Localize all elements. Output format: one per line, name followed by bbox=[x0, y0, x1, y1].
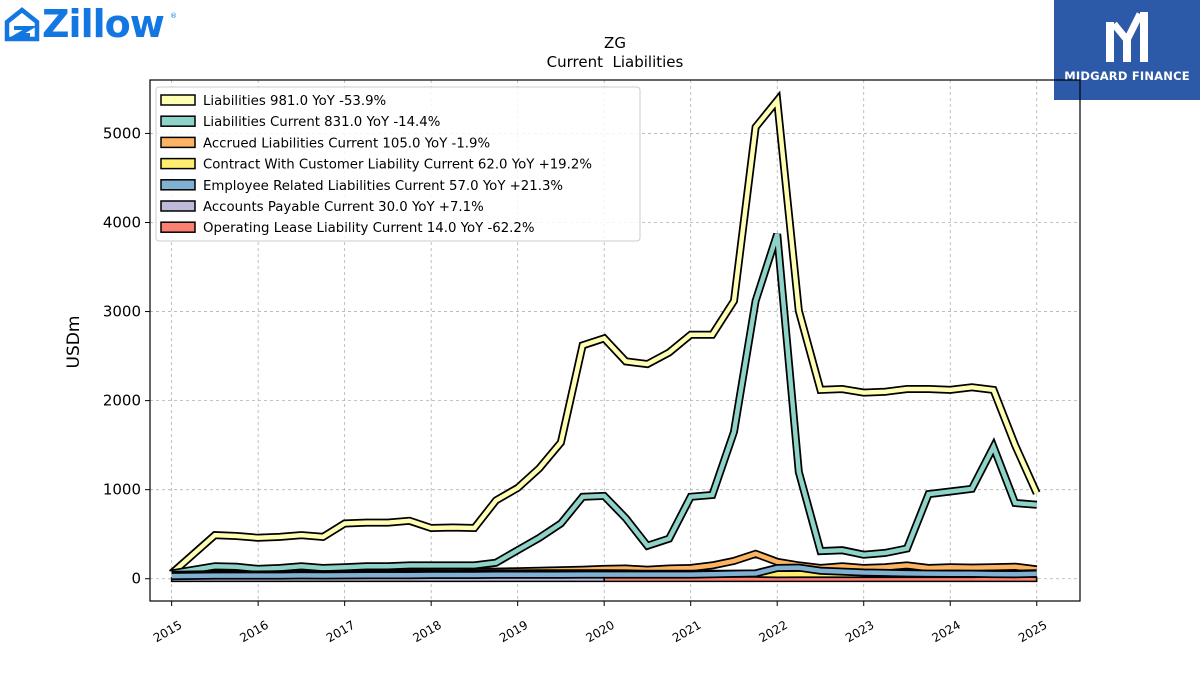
plot-frame bbox=[149, 79, 1081, 602]
midgard-finance-badge: MIDGARD FINANCE bbox=[1054, 0, 1200, 100]
y-tick-label-3: 3000 bbox=[103, 303, 141, 321]
y-axis-label: USDm bbox=[64, 316, 84, 369]
y-tick-label-1: 1000 bbox=[103, 481, 141, 499]
x-tick-label-5: 2020 bbox=[583, 618, 616, 645]
legend-swatch-3 bbox=[160, 157, 196, 170]
x-tick-label-3: 2018 bbox=[410, 618, 443, 645]
legend-label-4: Employee Related Liabilities Current 57.… bbox=[203, 179, 563, 194]
series-line-1 bbox=[171, 233, 1037, 576]
chart-subtitle: Current Liabilities bbox=[547, 53, 684, 71]
series-line-0 bbox=[170, 94, 1039, 576]
series-line-4 bbox=[171, 565, 1037, 579]
x-tick-label-4: 2019 bbox=[497, 618, 530, 645]
legend-label-3: Contract With Customer Liability Current… bbox=[203, 158, 592, 173]
legend-swatch-0 bbox=[160, 94, 196, 106]
series-0 bbox=[168, 90, 1041, 577]
legend-label-6: Operating Lease Liability Current 14.0 Y… bbox=[203, 221, 535, 236]
x-tick-label-1: 2016 bbox=[237, 618, 270, 645]
registered-mark: ® bbox=[170, 12, 177, 20]
x-tick-label-6: 2021 bbox=[670, 618, 703, 645]
y-tick-label-5: 5000 bbox=[103, 124, 141, 142]
x-tick-label-7: 2022 bbox=[756, 618, 789, 645]
legend-label-1: Liabilities Current 831.0 YoY -14.4% bbox=[203, 115, 440, 130]
x-tick-label-10: 2025 bbox=[1016, 618, 1049, 645]
legend-swatch-5 bbox=[160, 200, 196, 212]
legend-swatch-4 bbox=[160, 179, 196, 191]
series-layer bbox=[168, 90, 1041, 583]
legend-swatch-1 bbox=[160, 115, 196, 127]
legend-swatch-2 bbox=[160, 136, 196, 149]
x-tick-label-0: 2015 bbox=[151, 618, 184, 645]
y-tick-label-0: 0 bbox=[131, 570, 141, 588]
legend-label-2: Accrued Liabilities Current 105.0 YoY -1… bbox=[203, 136, 490, 151]
midgard-monogram-icon bbox=[1106, 12, 1148, 62]
legend-swatch-6 bbox=[160, 221, 196, 233]
badge-label: MIDGARD FINANCE bbox=[1064, 69, 1190, 83]
y-tick-label-2: 2000 bbox=[103, 392, 141, 410]
x-axis: 2015 2016 2017 2018 2019 2020 2021 2022 2023 2024… bbox=[151, 601, 1049, 645]
legend-label-5: Accounts Payable Current 30.0 YoY +7.1% bbox=[203, 200, 484, 215]
x-tick-label-9: 2024 bbox=[930, 618, 963, 645]
zillow-wordmark: Zillow bbox=[42, 2, 165, 46]
legend-label-0: Liabilities 981.0 YoY -53.9% bbox=[203, 94, 386, 109]
zillow-house-icon bbox=[4, 7, 40, 42]
chart-title: ZG bbox=[604, 34, 626, 52]
legend: Liabilities 981.0 YoY -53.9% Liabilities … bbox=[155, 86, 641, 242]
legend-box bbox=[155, 86, 641, 242]
y-axis: 0 1000 2000 3000 4000 5000 bbox=[103, 124, 150, 588]
series-4 bbox=[171, 563, 1037, 581]
y-tick-label-4: 4000 bbox=[103, 213, 141, 231]
zillow-logo: Zillow ® bbox=[4, 2, 184, 46]
x-tick-label-8: 2023 bbox=[843, 618, 876, 645]
series-1 bbox=[170, 232, 1038, 578]
x-tick-label-2: 2017 bbox=[324, 618, 357, 645]
